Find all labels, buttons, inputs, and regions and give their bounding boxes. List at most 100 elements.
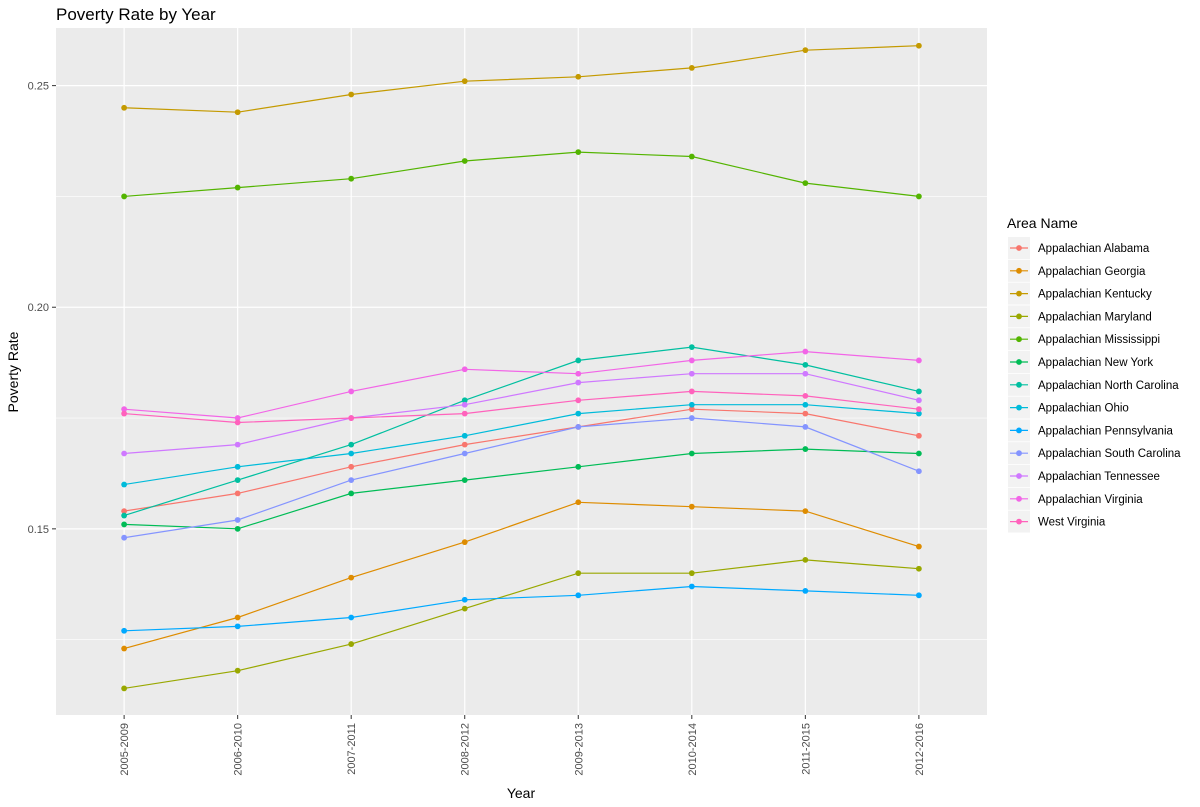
series-2 xyxy=(121,42,922,116)
data-point xyxy=(234,441,241,448)
series-9 xyxy=(121,415,922,541)
data-point xyxy=(575,370,582,377)
data-point xyxy=(915,543,922,550)
data-point xyxy=(915,468,922,475)
x-tick-label: 2012-2016 xyxy=(914,723,926,776)
data-point xyxy=(802,587,809,594)
data-point xyxy=(802,392,809,399)
legend-item-2: Appalachian Kentucky xyxy=(1008,282,1152,305)
data-point xyxy=(348,463,355,470)
data-point xyxy=(688,388,695,395)
series-8 xyxy=(121,583,922,634)
y-axis-title: Poverty Rate xyxy=(5,331,21,412)
data-point xyxy=(121,534,128,541)
data-point xyxy=(461,397,468,404)
data-point xyxy=(915,42,922,49)
chart-title: Poverty Rate by Year xyxy=(56,5,216,24)
data-point xyxy=(461,477,468,483)
data-point xyxy=(915,357,922,364)
data-point xyxy=(234,517,241,523)
legend-key-point xyxy=(1016,495,1022,502)
legend-label: Appalachian South Carolina xyxy=(1038,448,1181,460)
data-point xyxy=(802,446,809,452)
legend-label: West Virginia xyxy=(1038,517,1106,529)
series-line xyxy=(124,390,919,424)
series-4 xyxy=(121,149,922,200)
data-point xyxy=(688,583,695,590)
x-tick-label: 2008-2012 xyxy=(460,723,472,776)
data-point xyxy=(688,570,695,577)
legend-item-5: Appalachian New York xyxy=(1008,351,1153,373)
legend: Area Name Appalachian AlabamaAppalachian… xyxy=(1007,215,1181,533)
legend-label: Appalachian Tennessee xyxy=(1038,471,1160,483)
data-point xyxy=(915,565,922,572)
data-point xyxy=(234,419,241,426)
data-point xyxy=(461,158,468,164)
legend-item-4: Appalachian Mississippi xyxy=(1008,328,1160,351)
data-point xyxy=(575,592,582,599)
series-line xyxy=(124,350,919,419)
data-point xyxy=(915,432,922,439)
x-tick-label: 2011-2015 xyxy=(800,723,812,775)
data-point xyxy=(121,512,128,519)
data-point xyxy=(575,357,582,364)
data-point xyxy=(121,481,128,488)
data-point xyxy=(234,109,241,116)
data-point xyxy=(915,388,922,395)
series-1 xyxy=(121,499,922,652)
series-line xyxy=(124,45,919,113)
x-tick-label: 2007-2011 xyxy=(346,723,358,775)
data-point xyxy=(461,539,468,546)
data-point xyxy=(121,193,128,200)
legend-label: Appalachian Georgia xyxy=(1038,266,1146,278)
data-point xyxy=(461,605,468,612)
data-point xyxy=(121,450,128,457)
data-point xyxy=(802,556,809,563)
legend-key-point xyxy=(1016,245,1022,251)
legend-label: Appalachian Pennsylvania xyxy=(1038,425,1174,437)
legend-item-7: Appalachian Ohio xyxy=(1008,396,1129,419)
data-point xyxy=(234,667,241,674)
series-line xyxy=(124,408,920,512)
data-point xyxy=(688,357,695,364)
data-point xyxy=(915,592,922,599)
legend-item-8: Appalachian Pennsylvania xyxy=(1008,419,1174,442)
data-point xyxy=(575,570,582,577)
legend-item-3: Appalachian Maryland xyxy=(1008,305,1152,328)
data-point xyxy=(575,379,582,386)
data-point xyxy=(802,401,809,408)
legend-key-point xyxy=(1016,427,1022,434)
x-axis: 2005-2009 2006-2010 2007-2011 2008-2012 2009… xyxy=(119,715,926,776)
legend-item-6: Appalachian North Carolina xyxy=(1008,373,1179,396)
series-0 xyxy=(121,406,922,515)
data-point xyxy=(688,370,695,377)
series-10 xyxy=(121,370,922,457)
data-point xyxy=(802,180,809,187)
data-point xyxy=(348,450,355,457)
legend-label: Appalachian Virginia xyxy=(1038,494,1143,506)
data-point xyxy=(348,415,355,421)
data-point xyxy=(461,450,468,457)
minor-gridlines xyxy=(56,196,987,640)
data-point xyxy=(688,450,695,457)
data-point xyxy=(121,645,128,652)
data-point xyxy=(121,104,128,111)
data-point xyxy=(348,175,355,182)
series-line xyxy=(124,373,920,455)
data-point xyxy=(575,463,582,470)
data-point xyxy=(802,410,809,417)
data-point xyxy=(802,361,809,368)
legend-key-point xyxy=(1016,473,1022,479)
data-point xyxy=(575,73,582,80)
x-tick-label: 2006-2010 xyxy=(233,723,245,776)
data-point xyxy=(688,153,695,160)
legend-label: Appalachian Kentucky xyxy=(1038,289,1152,301)
data-point xyxy=(802,47,809,54)
legend-label: Appalachian Alabama xyxy=(1038,243,1150,255)
legend-label: Appalachian North Carolina xyxy=(1038,380,1179,392)
legend-key-point xyxy=(1016,381,1022,388)
data-point xyxy=(234,184,241,191)
data-point xyxy=(348,641,355,647)
